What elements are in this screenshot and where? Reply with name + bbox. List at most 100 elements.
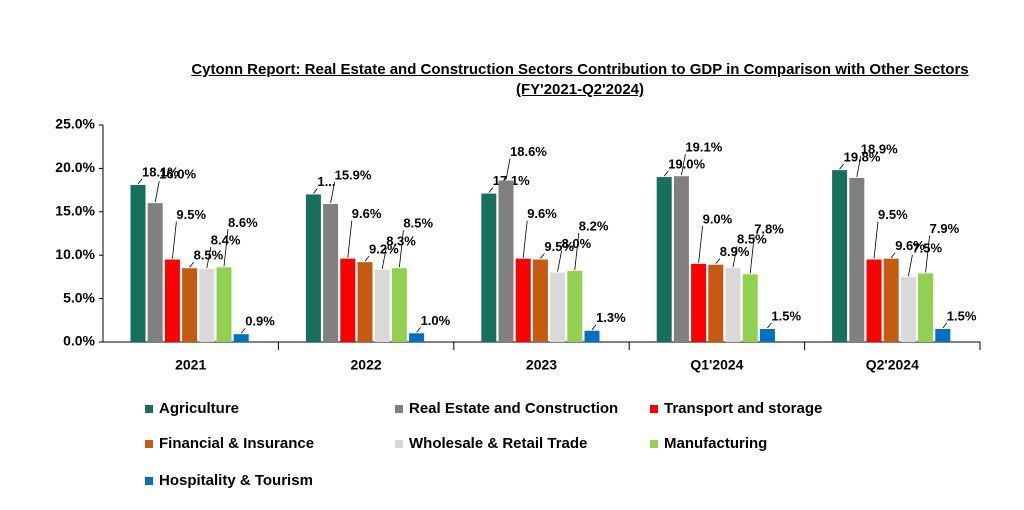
x-tick-label: 2023	[526, 357, 557, 373]
data-label: 15.9%	[335, 167, 372, 182]
data-label: 0.9%	[245, 314, 275, 329]
x-tick-label: 2021	[175, 357, 206, 373]
leader-line	[749, 236, 755, 274]
bar	[550, 272, 566, 342]
legend-swatch	[145, 405, 153, 413]
bar	[182, 268, 198, 342]
bar	[742, 274, 758, 342]
data-label: 19.1%	[685, 140, 722, 155]
data-label: 8.5%	[737, 232, 767, 247]
leader-line	[330, 181, 335, 204]
bar	[130, 184, 146, 342]
bar	[481, 193, 497, 342]
leader-line	[399, 230, 404, 268]
legend-label: Real Estate and Construction	[409, 400, 618, 417]
leader-line	[540, 253, 545, 259]
data-label: 8.5%	[194, 248, 224, 263]
bar	[233, 334, 249, 342]
data-label: 1.5%	[947, 308, 977, 323]
data-label: 9.5%	[544, 239, 574, 254]
bar	[584, 330, 600, 342]
legend-swatch	[395, 440, 403, 448]
leader-line	[488, 187, 494, 193]
leader-line	[189, 261, 194, 268]
data-label: 7.8%	[754, 222, 784, 237]
data-label: 9.6%	[352, 206, 382, 221]
bar	[725, 268, 741, 342]
bar	[340, 258, 356, 342]
data-label: 1...	[317, 174, 335, 189]
data-label: 8.2%	[579, 218, 609, 233]
data-label: 19.8%	[844, 150, 881, 165]
bar	[656, 177, 672, 342]
legend-label: Wholesale & Retail Trade	[409, 435, 587, 452]
bar	[759, 328, 775, 342]
data-label: 8.5%	[403, 216, 433, 231]
leader-line	[416, 327, 421, 333]
bar	[883, 258, 899, 342]
bar	[849, 177, 865, 342]
leader-line	[240, 327, 246, 334]
leader-line	[206, 247, 212, 269]
leader-line	[557, 250, 562, 272]
legend-swatch	[650, 440, 658, 448]
bar	[935, 328, 951, 342]
leader-line	[715, 258, 721, 264]
y-tick-label: 5.0%	[63, 289, 95, 305]
legend-swatch	[145, 477, 153, 485]
leader-line	[347, 220, 353, 258]
leader-line	[663, 170, 669, 177]
data-label: 8.9%	[720, 244, 750, 259]
leader-line	[364, 255, 370, 262]
y-tick-label: 20.0%	[55, 159, 95, 175]
bar	[305, 194, 321, 342]
data-label: 7.5%	[912, 240, 942, 255]
data-label: 8.4%	[211, 233, 241, 248]
data-label: 1.3%	[596, 310, 626, 325]
bar	[409, 333, 425, 342]
leader-line	[942, 322, 948, 329]
bar	[918, 273, 934, 342]
bar	[199, 269, 215, 342]
x-tick-label: 2022	[351, 357, 382, 373]
leader-line	[856, 155, 862, 178]
x-tick-label: Q1'2024	[690, 357, 743, 373]
bar	[900, 276, 916, 342]
data-label: 1.5%	[771, 308, 801, 323]
data-label: 8.6%	[228, 215, 258, 230]
bar	[323, 203, 339, 342]
bar	[216, 267, 232, 342]
data-label: 9.6%	[527, 206, 557, 221]
leader-line	[767, 322, 772, 329]
leader-line	[839, 163, 844, 170]
data-label: 1.0%	[421, 313, 451, 328]
leader-line	[223, 229, 229, 267]
chart-title: Cytonn Report: Real Estate and Construct…	[191, 61, 969, 98]
leader-line	[873, 221, 879, 259]
data-label: 18.9%	[861, 141, 898, 156]
y-tick-label: 15.0%	[55, 203, 95, 219]
data-label: 9.0%	[703, 211, 733, 226]
bar	[147, 203, 163, 342]
leader-line	[522, 220, 528, 258]
legend-label: Transport and storage	[664, 400, 822, 417]
bar	[515, 258, 531, 342]
y-tick-label: 25.0%	[55, 116, 95, 132]
legend-swatch	[145, 440, 153, 448]
bar	[532, 259, 548, 342]
bar	[691, 263, 707, 342]
bar	[374, 269, 390, 342]
data-label: 9.5%	[176, 207, 206, 222]
legend-swatch	[650, 405, 658, 413]
leader-line	[172, 221, 177, 259]
data-label: 9.2%	[369, 242, 399, 257]
bar	[391, 268, 407, 342]
bar	[498, 180, 514, 342]
leader-line	[591, 324, 597, 330]
leader-line	[574, 232, 580, 270]
leader-line	[890, 252, 896, 258]
leader-line	[313, 188, 318, 194]
leader-line	[925, 235, 930, 273]
